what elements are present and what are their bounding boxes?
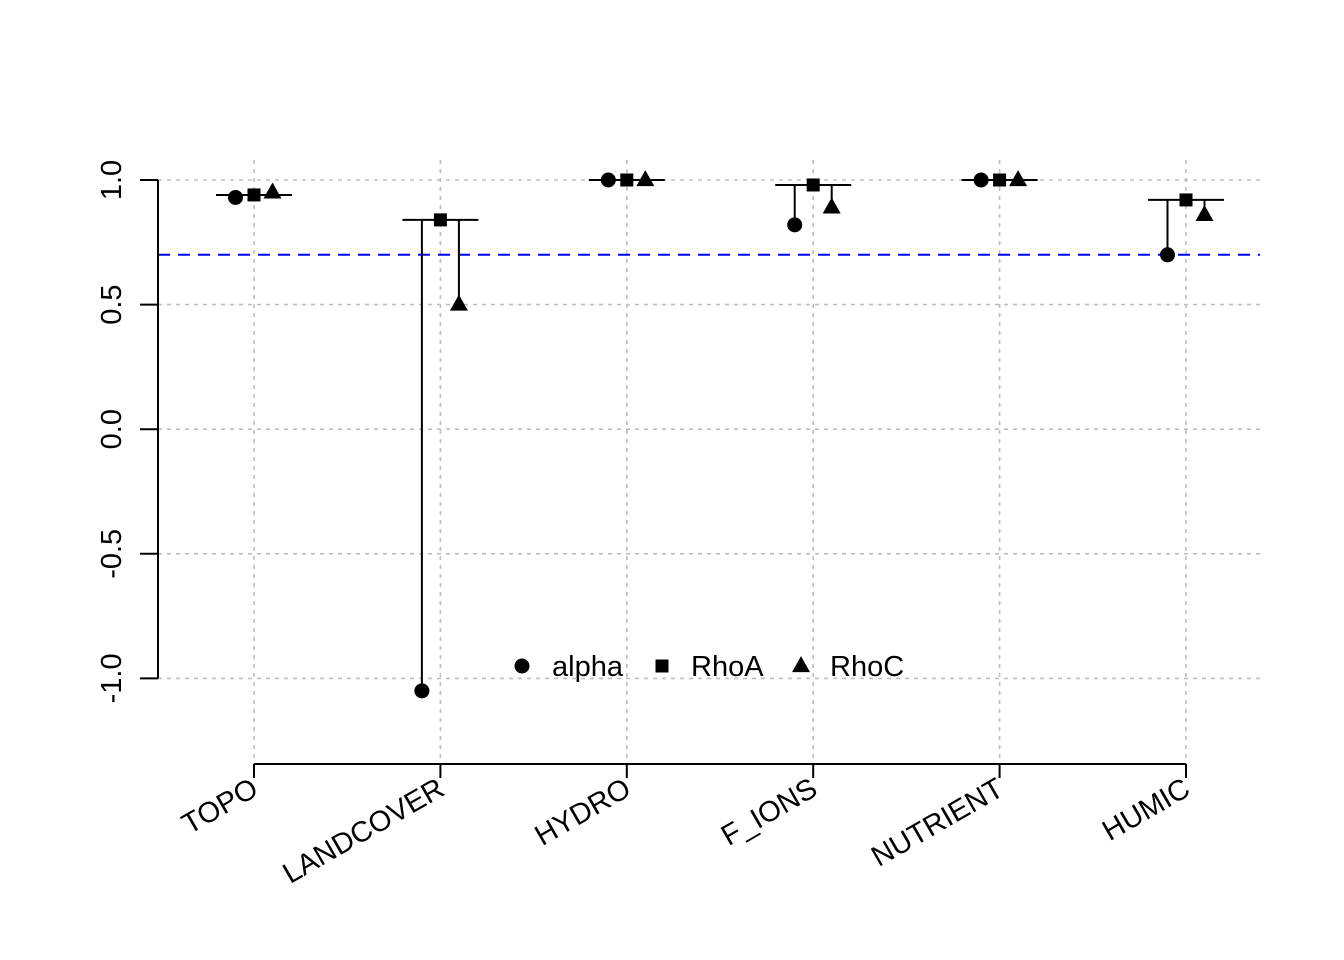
x-tick-label-hydro: HYDRO [530, 772, 637, 852]
point-RhoA-HUMIC [1179, 193, 1193, 207]
point-RhoC-TOPO [263, 182, 282, 199]
point-alpha-F_IONS [787, 217, 803, 233]
point-alpha-HUMIC [1160, 247, 1175, 263]
legend-label-RhoC: RhoC [830, 651, 904, 683]
y-tick-label: 0.0 [96, 409, 128, 449]
data-points [228, 170, 1214, 699]
point-RhoC-NUTRIENT [1009, 170, 1028, 187]
point-RhoC-HYDRO [636, 170, 655, 187]
legend-marker-RhoC [792, 656, 810, 673]
y-tick-label: 0.5 [96, 284, 128, 324]
point-RhoC-HUMIC [1195, 204, 1214, 221]
point-RhoA-LANDCOVER [433, 213, 447, 227]
point-RhoA-F_IONS [806, 178, 820, 192]
x-tick-label-nutrient: NUTRIENT [866, 772, 1009, 873]
grid [158, 160, 1260, 764]
point-alpha-HYDRO [600, 172, 616, 188]
point-alpha-TOPO [228, 189, 243, 205]
legend: alpha RhoA RhoC [514, 651, 904, 683]
point-RhoC-F_IONS [822, 197, 841, 214]
legend-label-alpha: alpha [552, 651, 624, 683]
range-lines [216, 179, 1224, 691]
x-tick-label-humic: HUMIC [1097, 772, 1195, 847]
point-RhoA-NUTRIENT [993, 173, 1007, 187]
legend-marker-RhoA [655, 659, 669, 673]
legend-marker-alpha [514, 658, 530, 674]
x-tick-label-f_ions: F_IONS [716, 772, 823, 852]
legend-label-RhoA: RhoA [691, 651, 764, 683]
point-RhoC-LANDCOVER [449, 294, 468, 311]
y-tick-label: -0.5 [96, 529, 128, 579]
point-RhoA-TOPO [247, 188, 261, 202]
axes: 1.0 0.5 0.0 -0.5 -1.0 TOPO LANDCOVER HYDRO F_ION… [96, 160, 1196, 890]
x-tick-label-topo: TOPO [177, 772, 264, 841]
y-tick-label: 1.0 [96, 160, 128, 200]
x-tick-label-landcover: LANDCOVER [278, 772, 450, 890]
y-tick-label: -1.0 [96, 653, 128, 703]
point-alpha-NUTRIENT [973, 172, 989, 188]
point-alpha-LANDCOVER [414, 683, 430, 699]
point-RhoA-HYDRO [620, 173, 634, 187]
